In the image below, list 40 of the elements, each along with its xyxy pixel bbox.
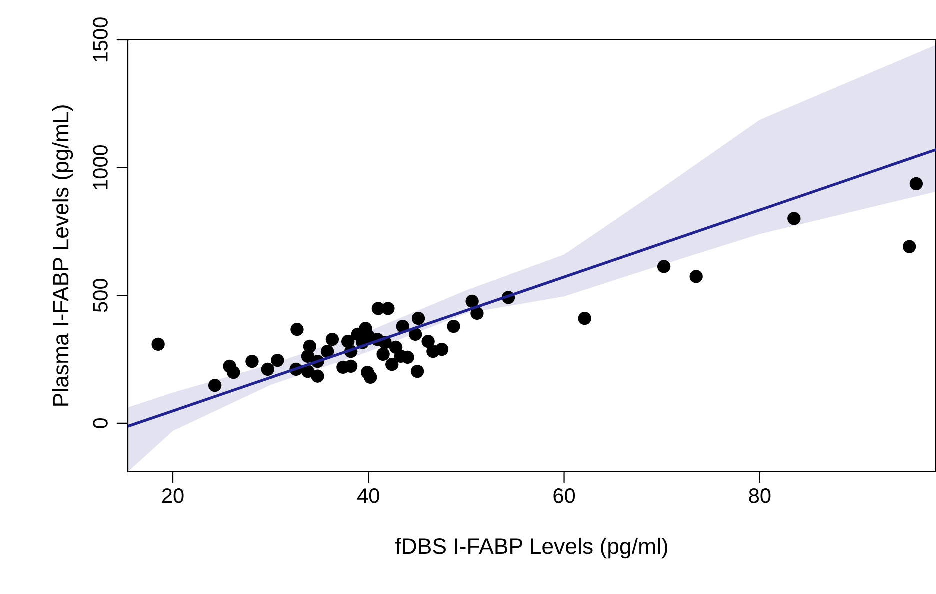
point [412, 312, 426, 326]
y-tick-label: 0 [93, 418, 108, 428]
point [382, 302, 395, 316]
y-tick-label: 1000 [93, 145, 108, 190]
point [657, 260, 671, 274]
point [690, 270, 703, 284]
point [344, 360, 358, 374]
point [320, 345, 334, 358]
y-axis-title: Plasma I-FABP Levels (pg/mL) [52, 106, 74, 406]
y-tick-label: 500 [93, 279, 108, 312]
point [788, 212, 801, 226]
x-tick-label: 60 [554, 488, 576, 504]
point [152, 338, 165, 352]
point [290, 323, 304, 336]
point [386, 358, 399, 372]
point [466, 294, 479, 308]
point [261, 362, 274, 376]
point [578, 312, 592, 326]
point [301, 364, 315, 378]
point [227, 366, 240, 380]
point [422, 335, 435, 348]
point [903, 240, 916, 254]
x-tick-label: 80 [749, 488, 771, 504]
x-axis-title: fDBS I-FABP Levels (pg/ml) [395, 538, 668, 559]
point [301, 350, 315, 364]
point [410, 364, 424, 378]
point [910, 177, 924, 191]
y-tick-label: 1500 [93, 18, 108, 62]
point [447, 320, 460, 334]
point [364, 370, 378, 384]
x-tick-label: 20 [162, 488, 184, 504]
point [376, 348, 390, 361]
point [311, 370, 324, 383]
x-tick-label: 40 [358, 488, 380, 504]
point [208, 379, 222, 392]
line-series [128, 148, 936, 428]
point [246, 354, 259, 368]
point [326, 333, 340, 346]
point [271, 354, 284, 368]
point [435, 342, 449, 356]
